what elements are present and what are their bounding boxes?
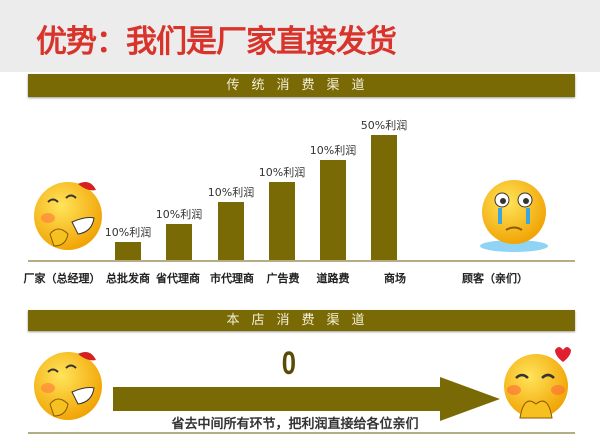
stage-label: 市代理商 bbox=[210, 272, 254, 285]
page-title: 优势：我们是厂家直接发货 bbox=[36, 24, 397, 60]
profit-label: 10%利润 bbox=[309, 144, 357, 157]
stage-label: 省代理商 bbox=[156, 272, 200, 285]
happy-emoji-icon bbox=[504, 347, 571, 419]
profit-label: 10%利润 bbox=[104, 226, 152, 239]
stage-label: 道路费 bbox=[316, 272, 350, 285]
profit-bar bbox=[320, 160, 346, 260]
profit-bar bbox=[115, 242, 141, 260]
stage-label: 商场 bbox=[384, 272, 406, 285]
profit-label: 10%利润 bbox=[258, 166, 306, 179]
arrow-right-icon bbox=[113, 377, 500, 421]
profit-bar bbox=[371, 135, 397, 260]
bottom-divider bbox=[28, 432, 575, 434]
end-label: 顾客（亲们） bbox=[462, 272, 528, 285]
grinning-emoji-icon bbox=[34, 352, 102, 420]
profit-bar bbox=[218, 202, 244, 260]
crying-emoji-icon bbox=[480, 180, 548, 252]
stage-label: 广告费 bbox=[266, 272, 300, 285]
header-band bbox=[0, 0, 600, 72]
profit-label: 10%利润 bbox=[207, 186, 255, 199]
stage-label: 总批发商 bbox=[106, 272, 150, 285]
direct-channel-banner: 本店消费渠道 bbox=[28, 310, 575, 331]
middleman-profit-value: 0 bbox=[281, 345, 297, 381]
traditional-channel-banner: 传统消费渠道 bbox=[28, 74, 575, 97]
profit-bar bbox=[166, 224, 192, 260]
profit-label: 50%利润 bbox=[360, 119, 408, 132]
baseline-divider bbox=[28, 260, 575, 262]
profit-bar bbox=[269, 182, 295, 260]
profit-label: 10%利润 bbox=[155, 208, 203, 221]
slogan-text: 省去中间所有环节，把利润直接给各位亲们 bbox=[171, 417, 419, 432]
grinning-emoji-icon bbox=[34, 182, 102, 250]
start-label: 厂家（总经理） bbox=[23, 272, 101, 285]
